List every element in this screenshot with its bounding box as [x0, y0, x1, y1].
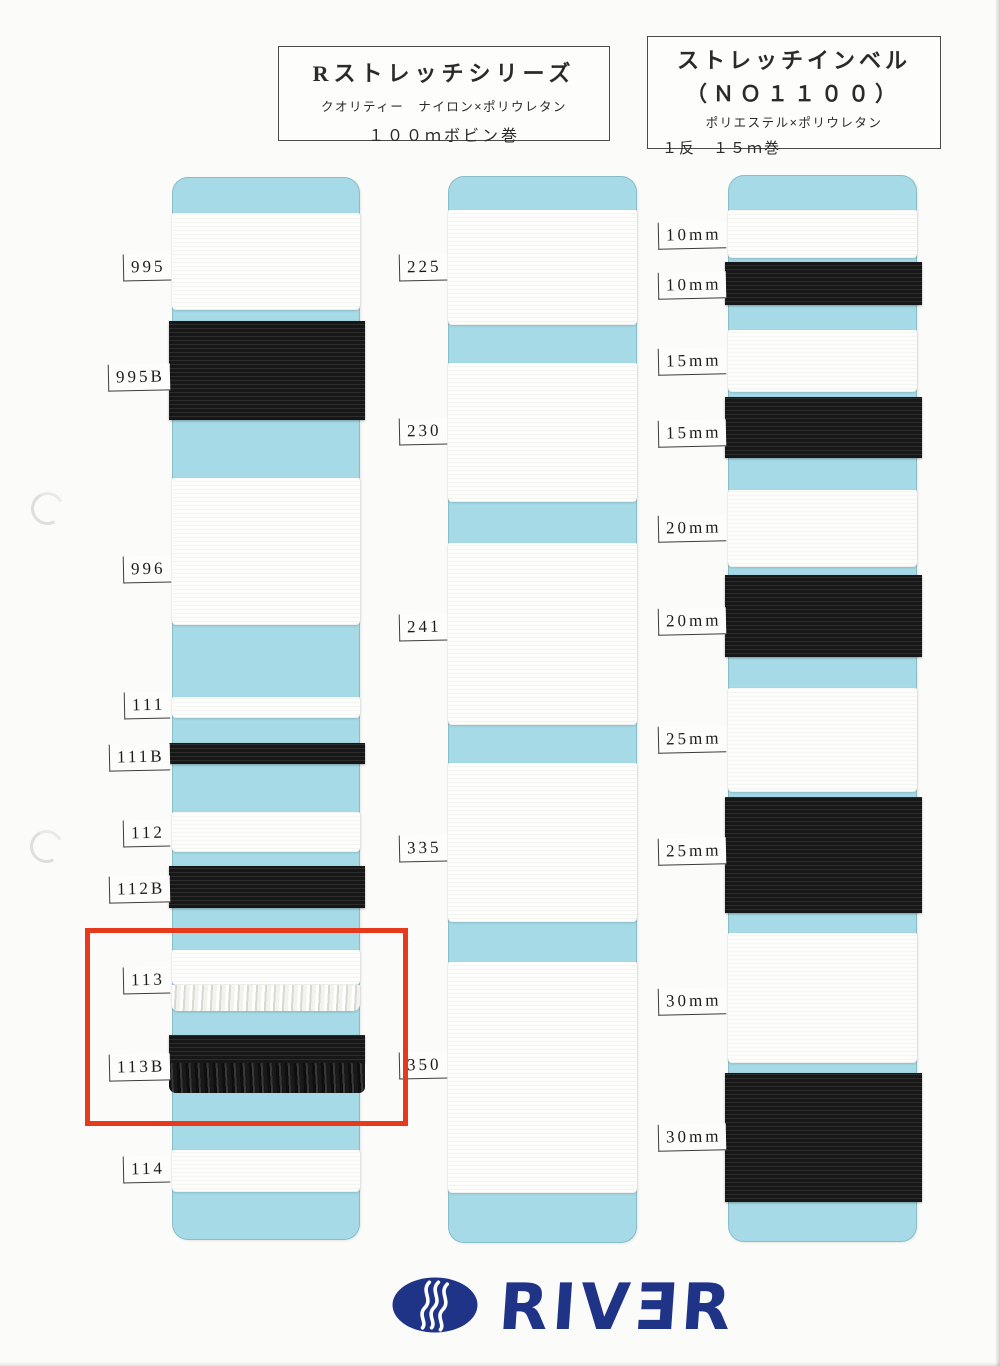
sample-label-20mm: 20mm [657, 514, 727, 543]
ruffle-113 [172, 985, 360, 1011]
highlight-rectangle [85, 928, 408, 1126]
sample-996-white [172, 478, 360, 625]
sample-label-995: 995 [122, 253, 171, 282]
sample-112b-black [169, 866, 365, 908]
sample-label-241: 241 [398, 613, 447, 642]
sample-label-25mm: 25mm [657, 725, 727, 754]
inbel-material-line: ポリエステル×ポリウレタン [705, 116, 883, 130]
sample-label-20mm: 20mm [657, 607, 727, 636]
scan-edge-right [995, 0, 1000, 1366]
sample-label-30mm: 30mm [657, 1123, 727, 1152]
sample-label-996: 996 [122, 555, 171, 584]
sample-15mm-white [728, 330, 917, 392]
sample-10mm-white [728, 210, 917, 258]
sample-20mm-black [725, 575, 922, 657]
sample-30mm-black [725, 1073, 922, 1202]
inbel-title: ストレッチインベル [676, 48, 911, 73]
sample-label-112b: 112B [108, 875, 171, 904]
sample-label-15mm: 15mm [657, 347, 727, 376]
sample-335-white [448, 763, 637, 922]
ruffle-113b [169, 1063, 365, 1093]
sample-995-white [172, 213, 360, 310]
sample-label-112: 112 [122, 819, 171, 848]
sample-label-10mm: 10mm [657, 271, 727, 300]
sample-15mm-black [725, 397, 922, 458]
sample-111b-black [169, 743, 365, 764]
river-logo-ellipse-icon [392, 1277, 478, 1333]
sample-30mm-white [728, 933, 917, 1063]
sample-112-white [172, 812, 360, 852]
sample-label-111: 111 [123, 691, 171, 720]
punch-hole-top [26, 487, 69, 530]
middle-strip [448, 176, 637, 1243]
sample-25mm-black [725, 797, 922, 913]
sample-350-white [448, 962, 637, 1193]
sample-label-230: 230 [398, 417, 447, 446]
header-box-r-stretch: Rストレッチシリーズ クオリティー ナイロン×ポリウレタン １００ｍボビン巻 [278, 46, 610, 145]
series-title: Rストレッチシリーズ [312, 61, 576, 86]
inbel-number: （ＮＯ１１００） [686, 82, 902, 106]
punch-hole-bottom [25, 825, 68, 868]
series-quality-line: クオリティー ナイロン×ポリウレタン [320, 100, 568, 114]
sample-label-25mm: 25mm [657, 837, 727, 866]
header-box-stretch-inbel: ストレッチインベル （ＮＯ１１００） ポリエステル×ポリウレタン １反 １５ｍ巻 [647, 36, 941, 157]
sample-label-995b: 995B [107, 363, 171, 392]
sample-label-111b: 111B [109, 743, 171, 772]
inbel-strip [725, 175, 922, 1242]
sample-10mm-black [725, 262, 922, 305]
sample-225-white [448, 210, 637, 325]
sample-111-white [172, 697, 360, 718]
sample-label-114: 114 [122, 1155, 171, 1184]
sample-label-30mm: 30mm [657, 987, 727, 1016]
sample-label-15mm: 15mm [657, 419, 727, 448]
series-roll-line: １００ｍボビン巻 [367, 128, 520, 145]
scan-edge-bottom [0, 1362, 1000, 1366]
r-stretch-strip [169, 177, 365, 1240]
sample-25mm-white [728, 688, 917, 792]
sample-label-10mm: 10mm [657, 221, 727, 250]
sample-113b-black [169, 1035, 365, 1063]
sample-995b-black [169, 321, 365, 420]
sample-114-white [172, 1150, 360, 1192]
sample-label-225: 225 [398, 253, 447, 282]
inbel-roll-line: １反 １５ｍ巻 [662, 140, 782, 157]
sample-113-white [172, 950, 360, 985]
sample-241-white [448, 543, 637, 725]
river-logo-text: RIVƎR [496, 1271, 738, 1345]
sample-20mm-white [728, 490, 917, 567]
sample-label-335: 335 [398, 834, 447, 863]
sample-230-white [448, 363, 637, 502]
